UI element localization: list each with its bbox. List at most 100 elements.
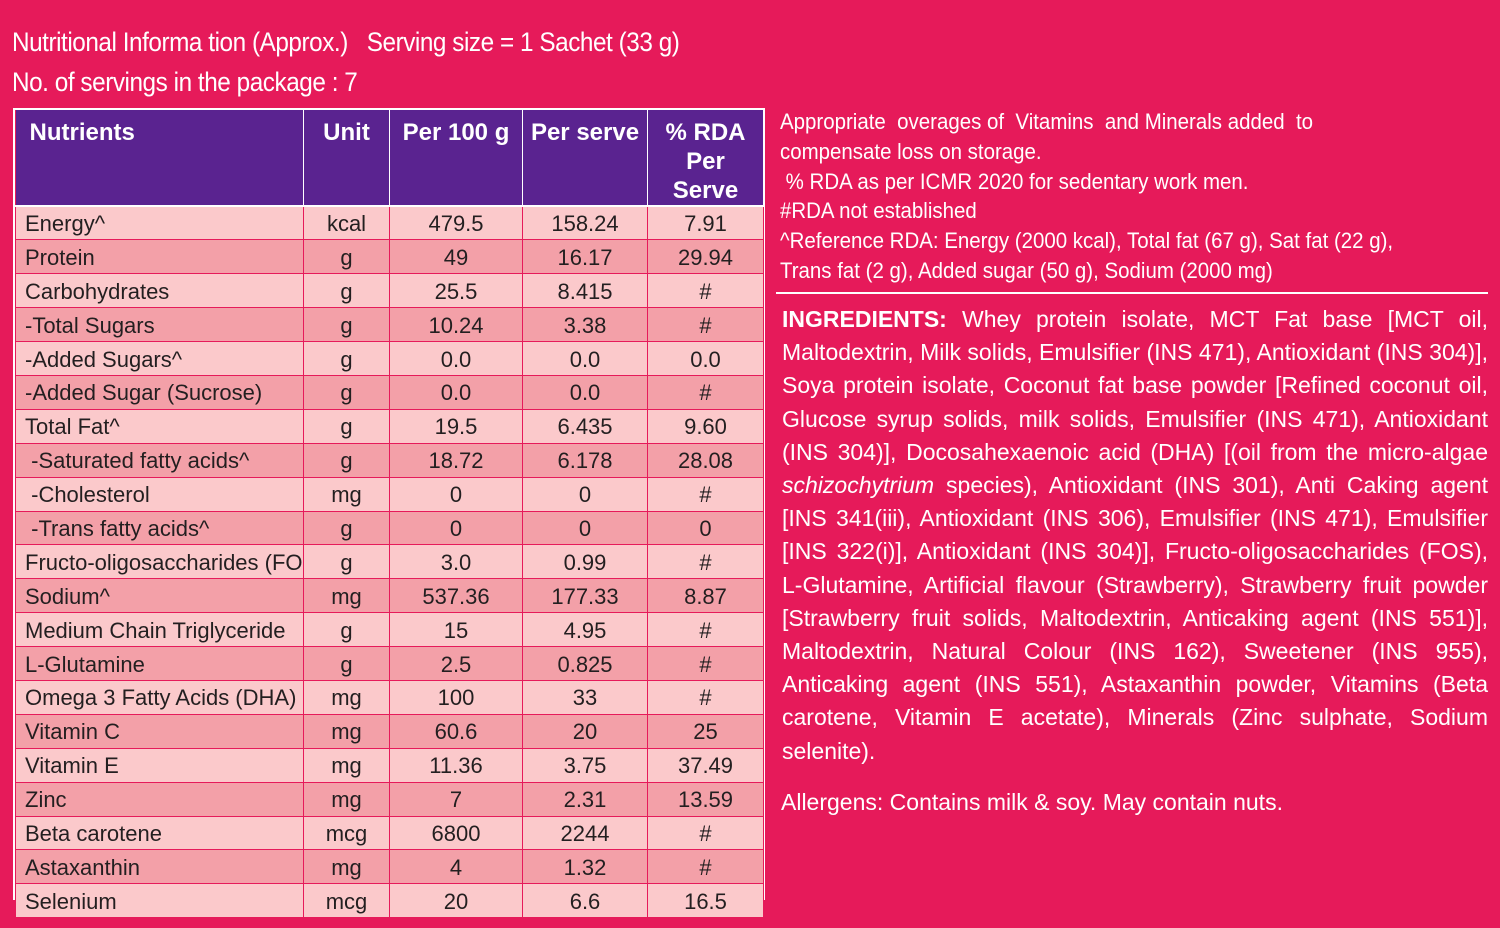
rda-cell: # [647, 307, 764, 343]
ingredients-text-2: species), Antioxidant (INS 301), Anti Ca… [782, 472, 1488, 764]
per-100g-cell: 60.6 [389, 713, 523, 749]
per-100g-cell: 100 [389, 679, 523, 715]
unit-cell: g [303, 442, 390, 478]
per-serve-cell: 8.415 [522, 273, 648, 309]
per-serve-cell: 6.178 [522, 442, 648, 478]
ingredients-text-1: Whey protein isolate, MCT Fat base [MCT … [782, 306, 1488, 465]
nutrient-name: Astaxanthin [15, 849, 304, 885]
per-100g-cell: 19.5 [389, 408, 523, 444]
per-100g-cell: 15 [389, 612, 523, 648]
rda-cell: 13.59 [647, 781, 764, 817]
nutrient-name: Protein [15, 239, 304, 275]
unit-cell: mg [303, 747, 390, 783]
rda-cell: 16.5 [647, 883, 764, 919]
per-serve-cell: 4.95 [522, 612, 648, 648]
rda-cell: # [647, 476, 764, 512]
per-serve-cell: 2.31 [522, 781, 648, 817]
rda-cell: 29.94 [647, 239, 764, 275]
allergens-statement: Allergens: Contains milk & soy. May cont… [781, 789, 1283, 815]
rda-cell: # [647, 374, 764, 410]
unit-cell: mcg [303, 815, 390, 851]
nutrient-name: Vitamin E [15, 747, 304, 783]
nutrition-table: Nutrients Unit Per 100 g Per serve % RDA… [15, 110, 764, 919]
divider [776, 292, 1488, 294]
per-serve-cell: 0 [522, 510, 648, 546]
per-serve-cell: 0 [522, 476, 648, 512]
table-row: Fructo-oligosaccharides (FOS) g 3.0 0.99 # [15, 544, 764, 580]
table-row: L-Glutamine g 2.5 0.825 # [15, 646, 764, 681]
unit-cell: mg [303, 713, 390, 749]
ingredients-label: INGREDIENTS: [782, 306, 947, 332]
rda-cell: # [647, 273, 764, 309]
rda-cell: 0.0 [647, 341, 764, 376]
unit-cell: g [303, 612, 390, 648]
nutrient-name: Carbohydrates [15, 273, 304, 309]
rda-cell: 9.60 [647, 408, 764, 444]
rda-cell: # [647, 612, 764, 648]
unit-cell: kcal [303, 205, 390, 241]
nutrient-name: Medium Chain Triglyceride [15, 612, 304, 648]
per-serve-cell: 3.75 [522, 747, 648, 783]
table-row: Zinc mg 7 2.31 13.59 [15, 781, 764, 817]
per-100g-cell: 6800 [389, 815, 523, 851]
unit-cell: g [303, 374, 390, 410]
nutrient-name: Fructo-oligosaccharides (FOS) [15, 544, 304, 580]
per-100g-cell: 479.5 [389, 205, 523, 241]
per-serve-cell: 2244 [522, 815, 648, 851]
nutrient-name: Zinc [15, 781, 304, 817]
per-100g-cell: 18.72 [389, 442, 523, 478]
per-serve-cell: 3.38 [522, 307, 648, 343]
table-row: Total Fat^ g 19.5 6.435 9.60 [15, 408, 764, 444]
per-100g-cell: 4 [389, 849, 523, 885]
nutrient-name: -Total Sugars [15, 307, 304, 343]
per-serve-cell: 16.17 [522, 239, 648, 275]
rda-cell: 8.87 [647, 578, 764, 614]
nutrient-name: L-Glutamine [15, 646, 304, 681]
unit-cell: mg [303, 476, 390, 512]
nutrient-name: Beta carotene [15, 815, 304, 851]
table-row: Beta carotene mcg 6800 2244 # [15, 815, 764, 851]
per-serve-cell: 6.435 [522, 408, 648, 444]
header-rda: % RDA Per Serve [647, 110, 764, 207]
per-100g-cell: 7 [389, 781, 523, 817]
per-serve-cell: 0.0 [522, 374, 648, 410]
per-100g-cell: 2.5 [389, 646, 523, 681]
header-per-serve: Per serve [522, 110, 648, 207]
per-serve-cell: 1.32 [522, 849, 648, 885]
table-row: -Saturated fatty acids^ g 18.72 6.178 28.08 [15, 442, 764, 478]
per-100g-cell: 25.5 [389, 273, 523, 309]
nutrient-name: -Trans fatty acids^ [15, 510, 304, 546]
table-row: Medium Chain Triglyceride g 15 4.95 # [15, 612, 764, 648]
nutrient-name: -Cholesterol [15, 476, 304, 512]
nutrient-name: Selenium [15, 883, 304, 919]
table-row: Omega 3 Fatty Acids (DHA) mg 100 33 # [15, 679, 764, 715]
per-100g-cell: 20 [389, 883, 523, 919]
nutrient-name: Sodium^ [15, 578, 304, 614]
note-rda-not-established: #RDA not established [780, 198, 977, 224]
nutrient-name: Vitamin C [15, 713, 304, 749]
unit-cell: mcg [303, 883, 390, 919]
note-overages-cont: compensate loss on storage. [780, 138, 1042, 164]
per-serve-cell: 33 [522, 679, 648, 715]
table-row: Energy^ kcal 479.5 158.24 7.91 [15, 205, 764, 241]
rda-cell: # [647, 544, 764, 580]
nutrient-name: -Added Sugars^ [15, 341, 304, 376]
panel-heading: Nutritional Informa tion (Approx.) Servi… [12, 22, 680, 102]
per-100g-cell: 0 [389, 510, 523, 546]
rda-cell: # [647, 679, 764, 715]
note-reference-rda: ^Reference RDA: Energy (2000 kcal), Tota… [780, 228, 1394, 254]
table-row: -Added Sugars^ g 0.0 0.0 0.0 [15, 341, 764, 376]
unit-cell: mg [303, 679, 390, 715]
table-row: -Cholesterol mg 0 0 # [15, 476, 764, 512]
table-row: Carbohydrates g 25.5 8.415 # [15, 273, 764, 309]
unit-cell: g [303, 273, 390, 309]
rda-cell: # [647, 849, 764, 885]
table-header-row: Nutrients Unit Per 100 g Per serve % RDA… [15, 110, 764, 207]
table-row: -Added Sugar (Sucrose) g 0.0 0.0 # [15, 374, 764, 410]
table-row: Selenium mcg 20 6.6 16.5 [15, 883, 764, 919]
per-100g-cell: 0.0 [389, 374, 523, 410]
note-rda-source: % RDA as per ICMR 2020 for sedentary wor… [780, 168, 1249, 194]
ingredients-paragraph: INGREDIENTS: Whey protein isolate, MCT F… [782, 303, 1488, 768]
